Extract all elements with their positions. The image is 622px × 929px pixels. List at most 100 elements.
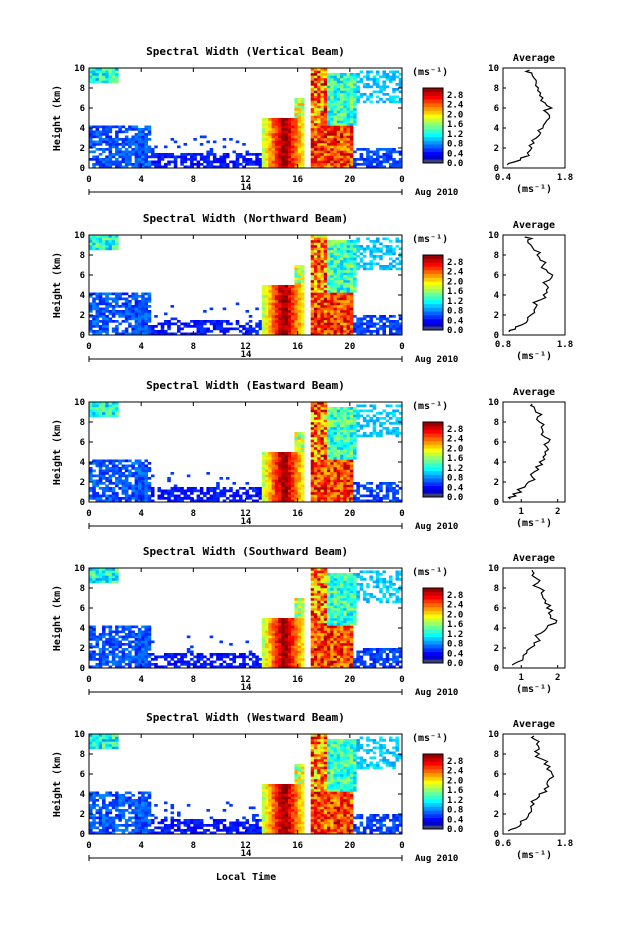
- heatmap-cell: [330, 467, 334, 470]
- heatmap-cell: [313, 140, 318, 144]
- heatmap-cell: [271, 479, 276, 483]
- x-tick-label: 20: [344, 509, 355, 519]
- profile-y-tick-label: 4: [494, 124, 500, 134]
- heatmap-cell: [193, 155, 197, 159]
- heatmap-cell: [128, 143, 132, 146]
- heatmap-cell: [323, 479, 328, 483]
- heatmap-cell: [203, 494, 207, 498]
- heatmap-cell: [353, 88, 357, 91]
- heatmap-cell: [98, 570, 103, 574]
- heatmap-cell: [369, 499, 373, 503]
- heatmap-cell: [366, 148, 370, 151]
- heatmap-cell: [349, 277, 354, 281]
- heatmap-cell: [392, 432, 396, 435]
- heatmap-cell: [327, 262, 331, 266]
- heatmap-cell: [382, 153, 386, 156]
- heatmap-cell: [317, 130, 321, 134]
- heatmap-cell: [294, 133, 298, 136]
- heatmap-cell: [343, 135, 347, 139]
- x-tick-label: 4: [138, 509, 144, 519]
- heatmap-cell: [336, 482, 341, 485]
- heatmap-cell: [105, 165, 109, 169]
- heatmap-cell: [340, 143, 344, 146]
- heatmap-cell: [336, 128, 341, 131]
- heatmap-cell: [336, 118, 341, 121]
- heatmap-cell: [128, 332, 132, 336]
- heatmap-cell: [124, 638, 129, 641]
- heatmap-cell: [349, 310, 354, 313]
- heatmap-cell: [108, 245, 113, 248]
- heatmap-cell: [310, 242, 315, 246]
- colorbar-segment: [423, 452, 443, 457]
- heatmap-cell: [115, 140, 119, 144]
- heatmap-cell: [255, 492, 259, 495]
- heatmap-cell: [219, 163, 223, 166]
- heatmap-cell: [268, 307, 272, 311]
- heatmap-cell: [323, 78, 328, 81]
- heatmap-cell: [265, 467, 269, 470]
- heatmap-cell: [108, 292, 113, 296]
- heatmap-cell: [121, 643, 126, 646]
- heatmap-cell: [317, 302, 321, 306]
- heatmap-cell: [144, 140, 148, 144]
- heatmap-cell: [340, 272, 344, 276]
- heatmap-cell: [297, 332, 302, 336]
- heatmap-cell: [268, 163, 272, 166]
- heatmap-cell: [265, 489, 269, 493]
- heatmap-cell: [340, 242, 344, 246]
- heatmap-cell: [284, 130, 289, 134]
- heatmap-cell: [222, 153, 227, 156]
- heatmap-cell: [343, 312, 347, 316]
- heatmap-cell: [300, 315, 305, 318]
- heatmap-cell: [336, 479, 341, 483]
- heatmap-cell: [278, 285, 282, 288]
- heatmap-cell: [343, 75, 347, 79]
- heatmap-cell: [346, 135, 351, 139]
- heatmap-cell: [346, 467, 351, 470]
- heatmap-cell: [313, 130, 318, 134]
- heatmap-cell: [124, 464, 129, 468]
- heatmap-cell: [323, 148, 328, 151]
- heatmap-cell: [313, 332, 318, 336]
- heatmap-cell: [261, 158, 266, 161]
- heatmap-cell: [157, 163, 162, 166]
- heatmap-cell: [193, 138, 197, 141]
- heatmap-cell: [268, 128, 272, 131]
- heatmap-cell: [111, 464, 116, 468]
- heatmap-cell: [265, 133, 269, 136]
- heatmap-cell: [300, 494, 305, 498]
- heatmap-cell: [369, 404, 373, 408]
- heatmap-cell: [115, 332, 119, 336]
- heatmap-cell: [327, 240, 331, 243]
- heatmap-cell: [150, 148, 155, 151]
- heatmap-cell: [118, 292, 122, 296]
- heatmap-cell: [336, 315, 341, 318]
- heatmap-cell: [141, 135, 145, 139]
- heatmap-cell: [333, 454, 338, 458]
- heatmap-cell: [108, 497, 113, 500]
- heatmap-cell: [353, 427, 357, 430]
- heatmap-cell: [327, 489, 331, 493]
- heatmap-cell: [141, 158, 145, 161]
- heatmap-cell: [121, 150, 126, 154]
- colorbar-segment: [423, 493, 443, 498]
- heatmap-cell: [336, 484, 341, 488]
- heatmap-cell: [340, 427, 344, 430]
- heatmap-cell: [313, 464, 318, 468]
- heatmap-cell: [229, 499, 233, 503]
- heatmap-cell: [141, 492, 145, 495]
- heatmap-cell: [340, 429, 344, 433]
- heatmap-cell: [398, 267, 403, 271]
- heatmap-cell: [297, 148, 302, 151]
- heatmap-cell: [346, 449, 351, 453]
- heatmap-cell: [274, 140, 279, 144]
- heatmap-cell: [310, 252, 315, 256]
- heatmap-cell: [167, 494, 171, 498]
- heatmap-cell: [95, 307, 100, 311]
- heatmap-cell: [131, 474, 135, 478]
- heatmap-cell: [128, 459, 132, 463]
- heatmap-cell: [131, 138, 135, 141]
- heatmap-cell: [245, 158, 250, 161]
- heatmap-cell: [327, 73, 331, 76]
- heatmap-cell: [300, 113, 305, 116]
